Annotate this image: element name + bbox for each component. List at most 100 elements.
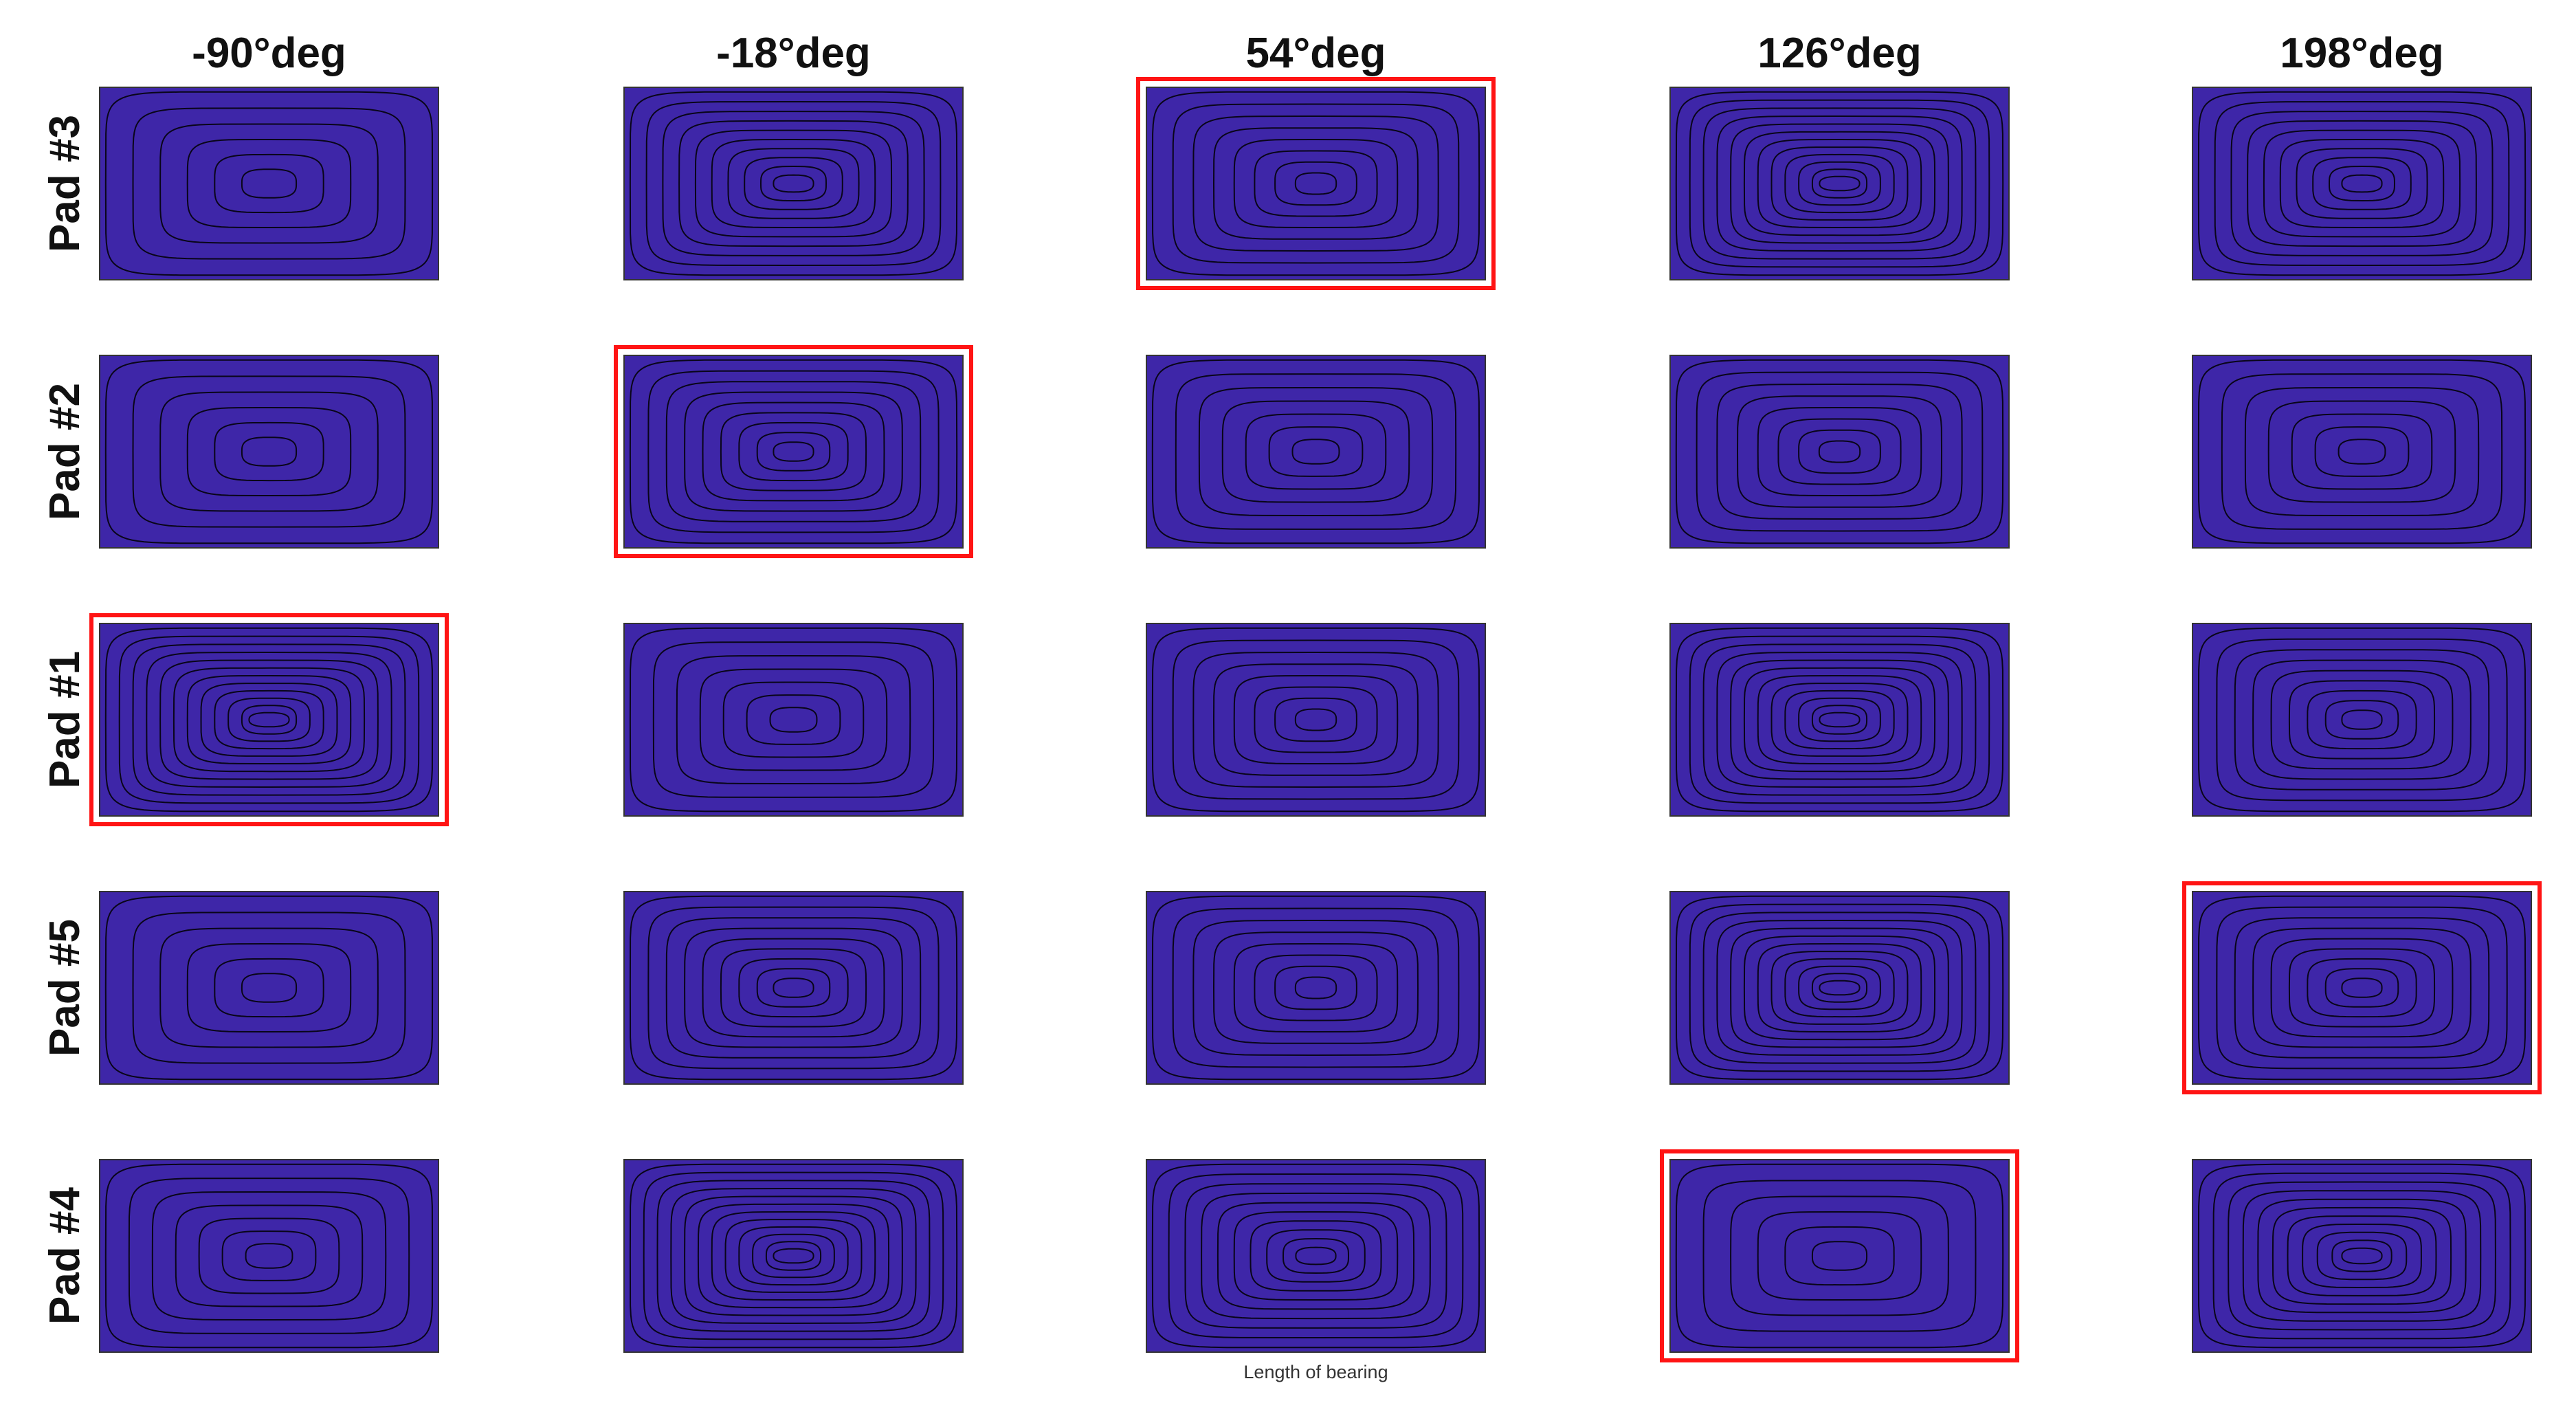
contour-line <box>1233 1211 1399 1301</box>
row-label: Pad #2 <box>41 383 89 520</box>
contour-line <box>118 635 420 804</box>
contour-panel <box>89 613 449 826</box>
contour-line <box>769 707 818 733</box>
contour-line <box>2216 638 2508 802</box>
contour-line <box>2316 1231 2408 1281</box>
contour-line <box>724 1219 863 1293</box>
contour-line <box>1730 659 1949 780</box>
contour-line <box>132 375 406 528</box>
contour-line <box>727 148 860 219</box>
panel-frame <box>99 623 439 817</box>
panel-background <box>1146 87 1485 280</box>
contour-panel <box>2192 623 2532 817</box>
contour-line <box>684 1195 903 1316</box>
contour-line <box>1696 371 1984 532</box>
contour-line <box>1730 927 1949 1048</box>
contour-line <box>1716 115 1963 252</box>
panel-background <box>2192 892 2531 1084</box>
contour-line <box>2252 659 2472 780</box>
contour-line <box>198 1217 340 1294</box>
contour-line <box>104 359 434 544</box>
panel-background <box>2192 87 2531 280</box>
panel-background <box>624 1160 963 1352</box>
column-title: -90°deg <box>192 30 346 77</box>
highlight-box <box>614 345 973 558</box>
contour-line <box>662 111 925 256</box>
column-titles: -90°deg -18°deg 54°deg 126°deg 198°deg <box>192 30 2444 77</box>
contour-line <box>629 91 958 276</box>
contour-line <box>2307 689 2417 750</box>
contour-line <box>645 100 942 267</box>
contour-line <box>175 1204 364 1307</box>
panel-background <box>2192 355 2531 548</box>
contour-line <box>1702 1180 1977 1332</box>
contour-line <box>1819 711 1861 728</box>
contour-line <box>2197 895 2527 1081</box>
panel-background <box>624 892 963 1084</box>
contour-line <box>629 1163 958 1349</box>
panel-background <box>100 1160 438 1352</box>
contour-line <box>1811 705 1868 735</box>
contour-line <box>1702 107 1977 260</box>
contour-line <box>214 689 324 750</box>
contour-line <box>1151 91 1480 276</box>
contour-panel <box>2192 87 2532 280</box>
contour-line <box>104 1163 434 1349</box>
panel-background <box>100 87 438 280</box>
contour-line <box>752 1233 835 1279</box>
contour-line <box>1675 627 2004 813</box>
contour-panel <box>623 87 964 280</box>
contour-line <box>1198 386 1434 517</box>
contour-line <box>711 138 876 229</box>
contour-line <box>2267 400 2456 503</box>
contour-line <box>759 165 828 202</box>
contour-line <box>1168 1173 1464 1339</box>
contour-line <box>2263 129 2461 238</box>
contour-line <box>1757 138 1922 229</box>
contour-line <box>699 668 888 771</box>
contour-line <box>1818 440 1861 463</box>
contour-line <box>214 153 324 214</box>
contour-panel <box>614 345 973 558</box>
contour-line <box>2197 359 2527 544</box>
contour-line <box>2302 1223 2422 1289</box>
contour-panel <box>1669 355 2010 549</box>
contour-line <box>1770 951 1909 1025</box>
panel-frame <box>2192 623 2532 817</box>
contour-line <box>2216 906 2508 1070</box>
contour-line <box>2197 627 2527 813</box>
contour-line <box>773 441 814 462</box>
contour-panel <box>2182 881 2542 1094</box>
contour-line <box>1274 161 1357 206</box>
highlight-box <box>2182 881 2542 1094</box>
panel-background <box>1670 1160 2009 1352</box>
contour-line <box>711 1211 876 1301</box>
column-title: 54°deg <box>1246 30 1386 77</box>
contour-line <box>2328 165 2396 202</box>
panel-background <box>100 355 438 548</box>
contour-line <box>1757 1211 1922 1301</box>
contour-line <box>1172 103 1460 264</box>
panel-frame <box>623 891 964 1085</box>
panel-frame <box>623 87 964 280</box>
panel-frame <box>2192 87 2532 280</box>
contour-panel <box>99 87 439 280</box>
panel-background <box>1146 1160 1485 1352</box>
contour-line <box>1233 138 1399 229</box>
x-axis-label: Length of bearing <box>1243 1362 1388 1382</box>
contour-line <box>1811 973 1868 1003</box>
contour-line <box>2247 120 2477 247</box>
contour-line <box>1233 942 1399 1033</box>
contour-line <box>1730 123 1949 244</box>
panel-frame <box>2192 891 2532 1085</box>
contour-line <box>738 1226 849 1286</box>
contour-line <box>765 1241 822 1271</box>
column-title: 198°deg <box>2280 30 2443 77</box>
panel-frame <box>623 623 964 817</box>
panel-background <box>100 623 438 816</box>
contour-line <box>1294 172 1337 195</box>
contour-line <box>2341 977 2383 998</box>
panel-frame <box>1669 891 2010 1085</box>
contour-line <box>738 958 849 1018</box>
contour-line <box>2307 958 2417 1018</box>
